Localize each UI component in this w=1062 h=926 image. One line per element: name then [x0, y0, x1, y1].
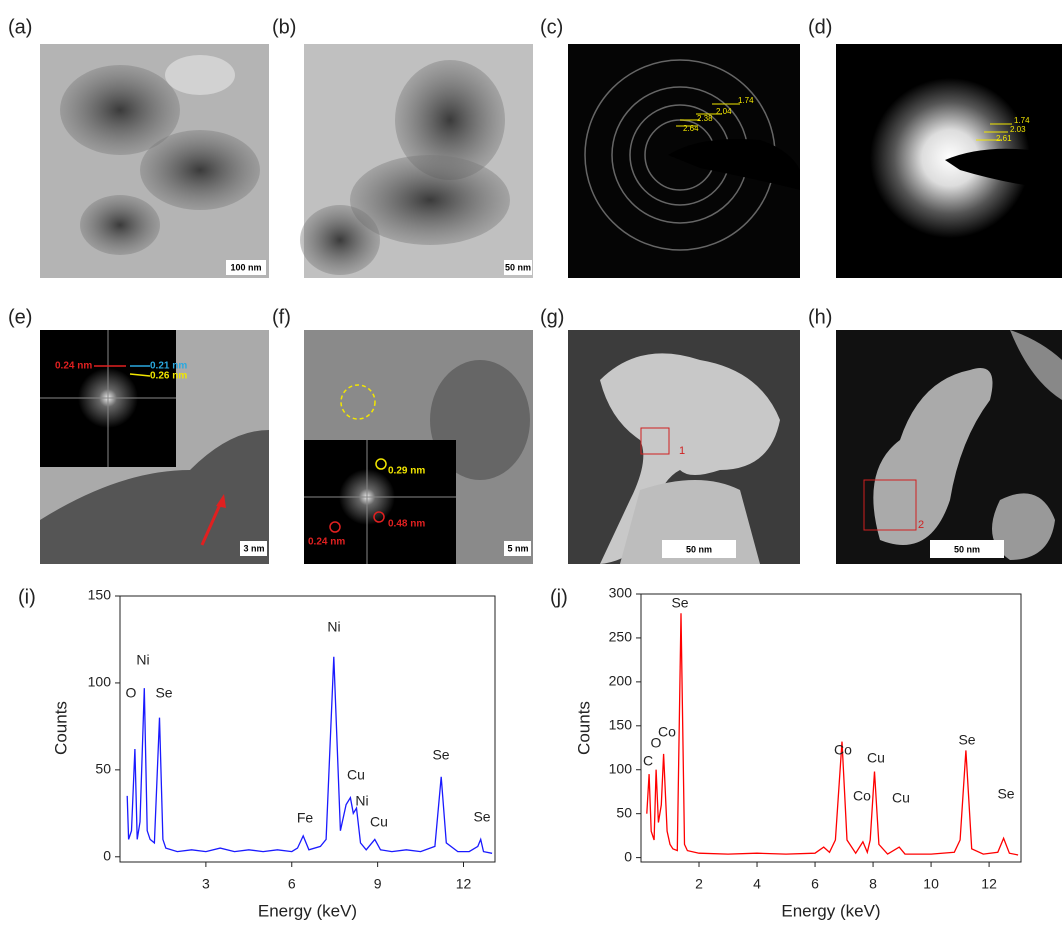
panel-label: (g) — [540, 306, 564, 328]
panel-label: (i) — [18, 586, 36, 608]
peak-label: Se — [958, 732, 975, 748]
hrtem-image: 0.29 nm 0.48 nm 0.24 nm 5 nm — [304, 330, 533, 564]
x-tick-label: 6 — [288, 876, 296, 892]
figure: (a) (b) (c) (d) (e) (f) (g) (h) 100 nm 5… — [0, 0, 1062, 926]
x-tick-label: 6 — [811, 876, 819, 892]
y-tick-label: 50 — [95, 761, 111, 777]
y-tick-label: 50 — [616, 804, 632, 820]
fft-label: 0.26 nm — [150, 371, 187, 382]
peak-label: Ni — [355, 793, 368, 809]
peak-label: Se — [997, 786, 1014, 802]
peak-label: Se — [432, 747, 449, 763]
y-tick-label: 100 — [609, 760, 633, 776]
d-spacing-label: 2.64 — [683, 124, 699, 133]
peak-label: Ni — [327, 619, 340, 635]
peak-label: C — [643, 753, 653, 769]
peak-label: Cu — [347, 767, 365, 783]
region-label: 2 — [918, 519, 924, 531]
x-axis-label: Energy (keV) — [781, 901, 880, 920]
x-tick-label: 12 — [456, 876, 472, 892]
y-tick-label: 300 — [609, 585, 633, 601]
peak-label: Se — [155, 685, 172, 701]
peak-label: Cu — [867, 750, 885, 766]
panel-label: (h) — [808, 306, 832, 328]
peak-label: Se — [671, 595, 688, 611]
peak-label: Cu — [892, 790, 910, 806]
panel-label: (j) — [550, 586, 568, 608]
peak-label: Co — [834, 742, 852, 758]
peak-label: Ni — [136, 652, 149, 668]
y-tick-label: 150 — [88, 587, 112, 603]
x-tick-label: 10 — [923, 876, 939, 892]
scale-bar-label: 50 nm — [505, 262, 531, 272]
y-axis-label: Counts — [574, 701, 593, 755]
y-axis-label: Counts — [51, 701, 70, 755]
fft-label: 0.29 nm — [388, 466, 425, 477]
peak-label: O — [126, 685, 137, 701]
y-tick-label: 200 — [609, 673, 633, 689]
x-tick-label: 4 — [753, 876, 761, 892]
plot-frame — [641, 594, 1021, 862]
d-spacing-label: 2.03 — [1010, 125, 1026, 134]
saed-image: 1.74 2.03 2.61 — [836, 44, 1062, 278]
x-tick-label: 2 — [695, 876, 703, 892]
saed-image: 1.74 2.04 2.38 2.64 — [568, 44, 800, 278]
scale-bar-label: 50 nm — [686, 544, 712, 554]
scale-bar-label: 100 nm — [230, 262, 261, 272]
peak-label: Se — [473, 809, 490, 825]
tem-image: 50 nm — [300, 44, 533, 278]
x-axis-label: Energy (keV) — [258, 901, 357, 920]
peak-label: Co — [658, 724, 676, 740]
peak-label: Co — [853, 788, 871, 804]
tem-image: 100 nm — [40, 44, 269, 278]
fft-label: 0.24 nm — [55, 361, 92, 372]
d-spacing-label: 2.61 — [996, 134, 1012, 143]
panel-label: (c) — [540, 16, 563, 38]
scale-bar-label: 3 nm — [243, 543, 264, 553]
x-tick-label: 12 — [981, 876, 997, 892]
d-spacing-label: 2.38 — [697, 114, 713, 123]
d-spacing-label: 1.74 — [1014, 116, 1030, 125]
y-tick-label: 0 — [103, 847, 111, 863]
x-tick-label: 9 — [374, 876, 382, 892]
panel-label: (a) — [8, 16, 32, 38]
panel-label: (f) — [272, 306, 291, 328]
d-spacing-label: 2.04 — [716, 107, 732, 116]
scale-bar-label: 5 nm — [507, 543, 528, 553]
x-tick-label: 8 — [869, 876, 877, 892]
panel-label: (d) — [808, 16, 832, 38]
d-spacing-label: 1.74 — [738, 96, 754, 105]
panel-label: (b) — [272, 16, 296, 38]
panel-label: (e) — [8, 306, 32, 328]
peak-label: Fe — [297, 810, 314, 826]
stem-image: 2 50 nm — [836, 330, 1062, 564]
peak-label: Cu — [370, 814, 388, 830]
y-tick-label: 100 — [88, 674, 112, 690]
y-tick-label: 250 — [609, 629, 633, 645]
y-tick-label: 150 — [609, 717, 633, 733]
hrtem-image: 0.24 nm 0.21 nm 0.26 nm 3 nm — [40, 330, 269, 564]
y-tick-label: 0 — [624, 848, 632, 864]
fft-label: 0.24 nm — [308, 537, 345, 548]
fft-label: 0.48 nm — [388, 519, 425, 530]
stem-image: 1 50 nm — [568, 330, 800, 564]
x-tick-label: 3 — [202, 876, 210, 892]
region-label: 1 — [679, 445, 685, 457]
scale-bar-label: 50 nm — [954, 544, 980, 554]
